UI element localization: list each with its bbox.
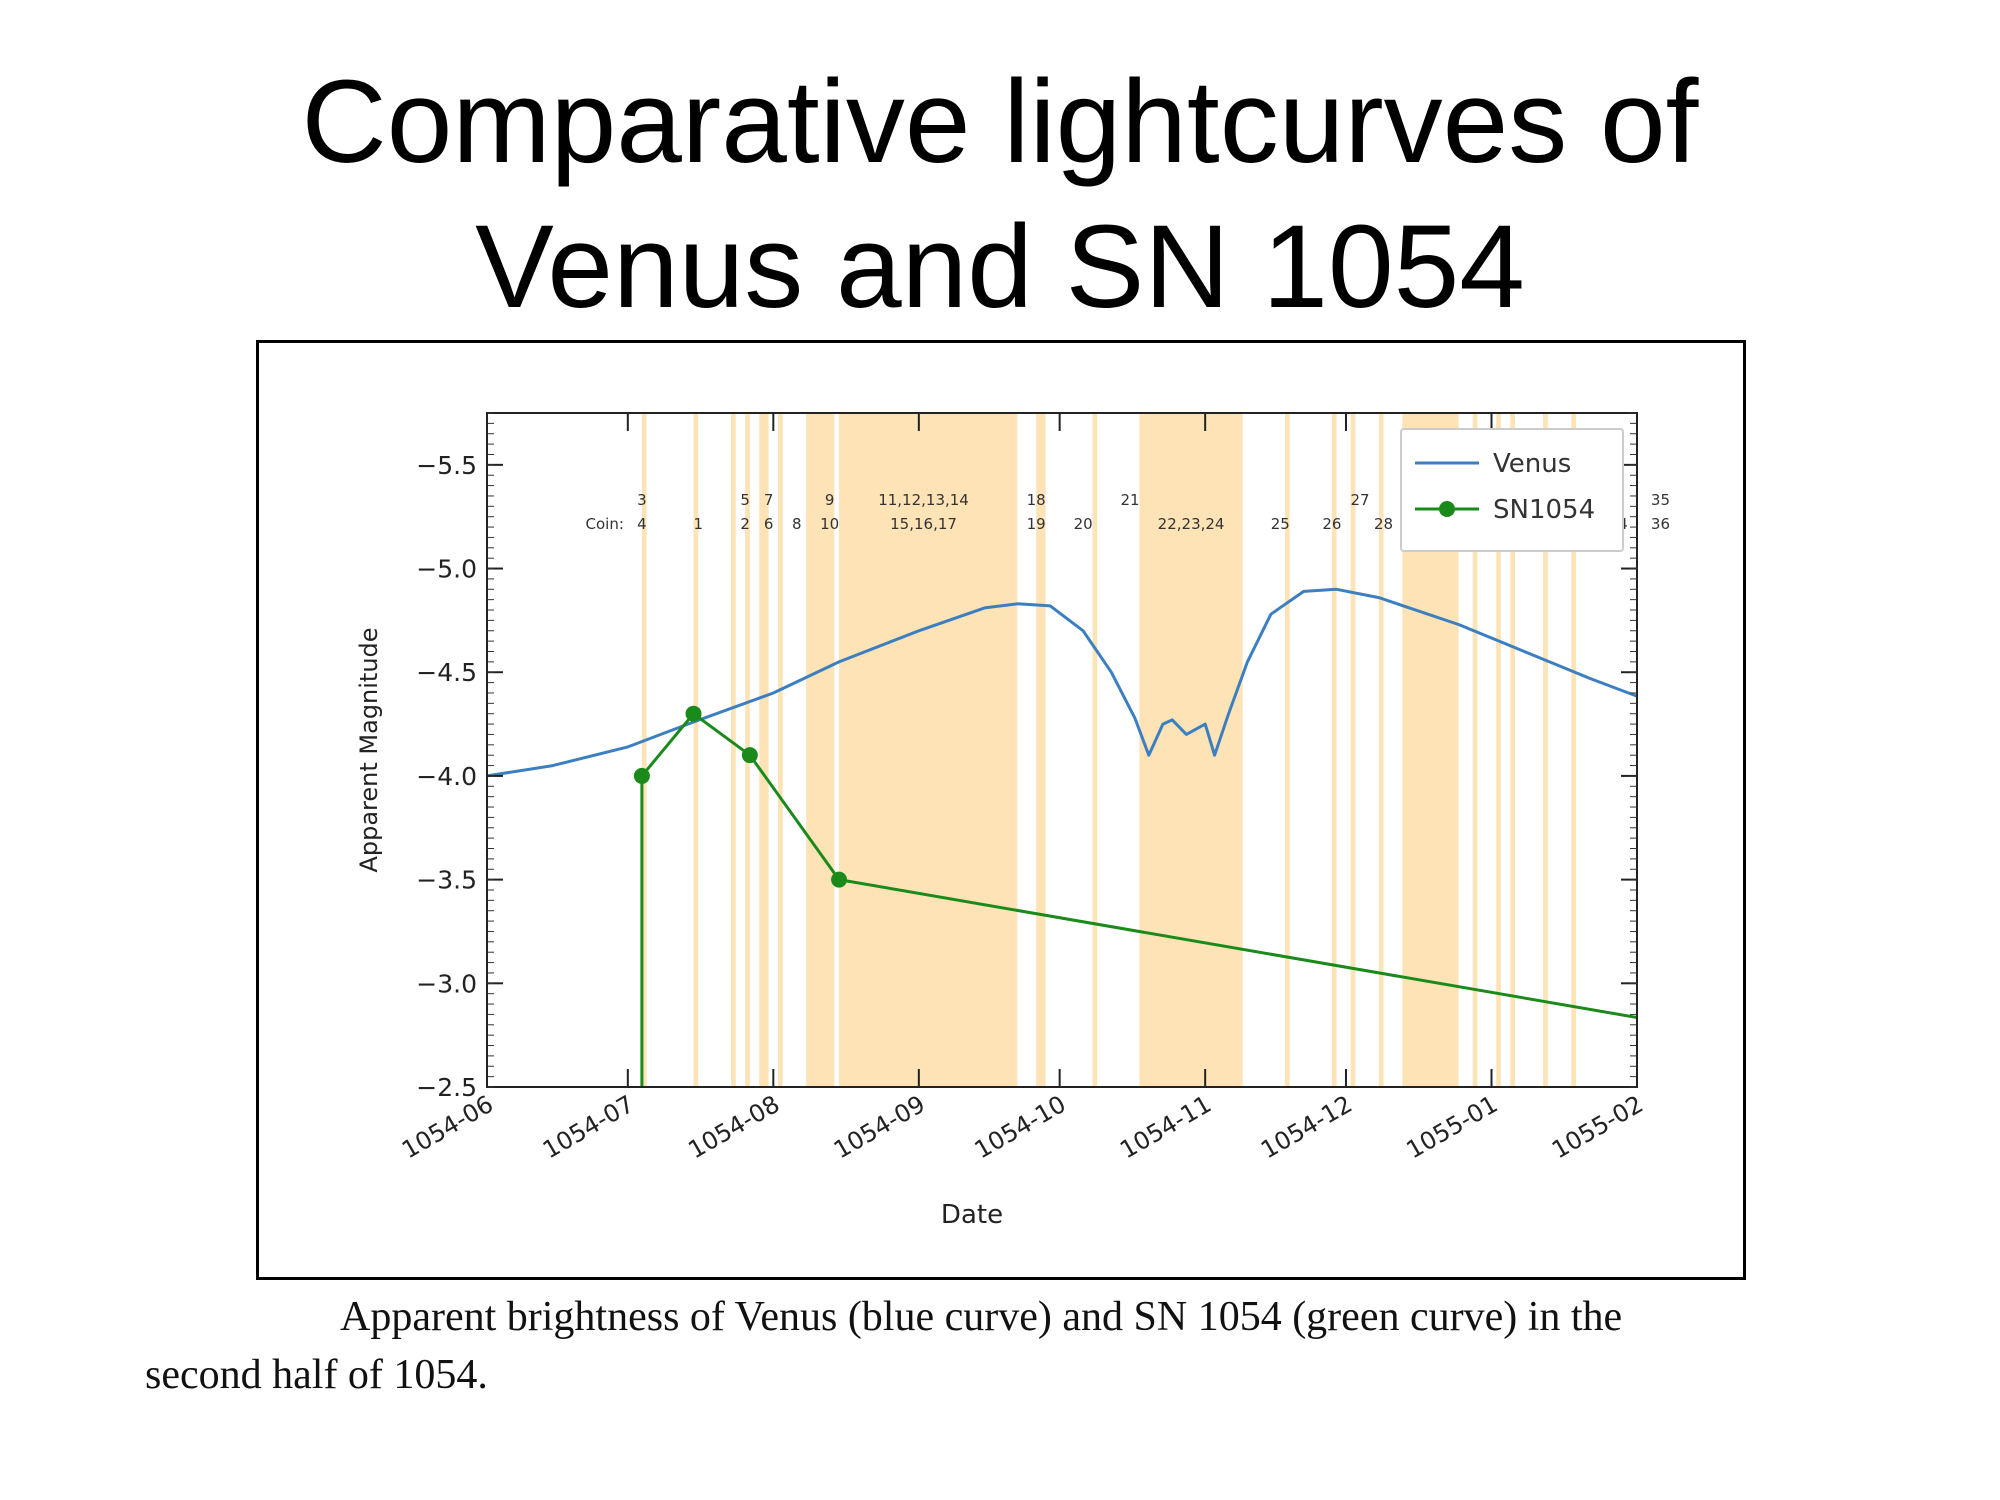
coin-number: 18 (1027, 491, 1046, 509)
x-tick-label: 1054-09 (829, 1090, 930, 1164)
shaded-band (806, 413, 835, 1087)
coin-number: 20 (1074, 515, 1093, 533)
shaded-band (1139, 413, 1243, 1087)
shaded-band (1543, 413, 1548, 1087)
caption-line1: Apparent brightness of Venus (blue curve… (340, 1294, 1623, 1340)
shaded-band (1665, 413, 1703, 1087)
coin-number: 36 (1651, 515, 1670, 533)
data-point-sn1054 (1671, 1017, 1687, 1033)
y-tick-label: −3.5 (416, 866, 477, 895)
coin-number: 25 (1271, 515, 1290, 533)
shaded-band (1496, 413, 1501, 1087)
series-layer (487, 587, 1687, 1087)
coin-number: 2 (740, 515, 750, 533)
shaded-band (1284, 413, 1290, 1087)
shaded-bands (641, 413, 1703, 1087)
y-tick-label: −4.0 (416, 762, 477, 791)
coin-number: 4 (637, 515, 647, 533)
coin-number: 27 (1351, 491, 1370, 509)
shaded-band (693, 413, 699, 1087)
slide-title-line1: Comparative lightcurves of (301, 56, 1699, 188)
x-tick-label: 1054-07 (538, 1090, 639, 1164)
shaded-band (1036, 413, 1046, 1087)
caption-line2: second half of 1054. (145, 1352, 488, 1398)
shaded-band (1331, 413, 1337, 1087)
shaded-band (1092, 413, 1098, 1087)
legend-label-sn1054: SN1054 (1493, 495, 1595, 525)
coin-number: 26 (1322, 515, 1341, 533)
coin-number: 22,23,24 (1158, 515, 1225, 533)
slide-title: Comparative lightcurves of Venus and SN … (0, 50, 2000, 340)
y-tick-label: −5.5 (416, 451, 477, 480)
coin-number: 6 (764, 515, 774, 533)
x-axis-label: Date (941, 1200, 1003, 1230)
figure-caption: Apparent brightness of Venus (blue curve… (145, 1288, 1885, 1404)
y-tick-label: −5.0 (416, 555, 477, 584)
plot-area-border (486, 412, 1638, 1088)
y-tick-label: −2.5 (416, 1073, 477, 1102)
y-tick-label: −4.5 (416, 658, 477, 687)
shaded-band (1642, 413, 1647, 1087)
shaded-band (1378, 413, 1384, 1087)
coin-number: 8 (792, 515, 802, 533)
coin-prefix: Coin: (586, 515, 624, 533)
coin-number: 5 (740, 491, 750, 509)
coin-number: 10 (820, 515, 839, 533)
x-tick-label: 1054-08 (683, 1090, 784, 1164)
data-point-sn1054 (831, 871, 848, 888)
y-tick-label: −3.0 (416, 969, 477, 998)
legend-box (1400, 428, 1624, 552)
x-tick-label: 1054-12 (1256, 1090, 1357, 1164)
shaded-band (641, 413, 647, 1087)
slide-title-line2: Venus and SN 1054 (475, 201, 1525, 333)
coin-number: 3 (637, 491, 647, 509)
shaded-band (839, 413, 1018, 1087)
shaded-band (1472, 413, 1478, 1087)
legend: Venus SN1054 (1400, 428, 1624, 552)
shaded-band (1510, 413, 1515, 1087)
coin-number: 35 (1651, 491, 1670, 509)
coin-number: 15,16,17 (890, 515, 957, 533)
coin-number: 19 (1027, 515, 1046, 533)
shaded-band (1350, 413, 1356, 1087)
data-point-sn1054 (633, 767, 650, 784)
x-tick-label: 1055-02 (1547, 1090, 1648, 1164)
data-point-sn1054 (685, 705, 702, 722)
x-tick-label: 1054-11 (1115, 1090, 1216, 1164)
coin-number: 7 (764, 491, 774, 509)
shaded-band (759, 413, 769, 1087)
shaded-band (778, 413, 783, 1087)
y-axis-label: Apparent Magnitude (355, 627, 383, 872)
data-point-sn1054 (741, 747, 758, 764)
coin-number: 28 (1374, 515, 1393, 533)
shaded-band (1571, 413, 1576, 1087)
coin-number: 9 (825, 491, 835, 509)
coin-number: 21 (1121, 491, 1140, 509)
coin-number: 11,12,13,14 (878, 491, 969, 509)
x-tick-label: 1055-01 (1402, 1090, 1503, 1164)
legend-marker (1439, 501, 1455, 517)
shaded-band (731, 413, 736, 1087)
figure-frame: −5.5 −5.0 −4.5 −4.0 −3.5 −3.0 −2.5 1054-06 1054-… (256, 340, 1746, 1280)
series-line-venus (487, 587, 1637, 778)
x-tick-label: 1054-10 (970, 1090, 1071, 1164)
coin-number: 1 (693, 515, 703, 533)
legend-label-venus: Venus (1493, 449, 1571, 479)
coin-labels: Coin: 3 4 1 5 27 6 8 9 10 11,12,13,14 15,16,17 18 19 2… (586, 469, 1671, 533)
